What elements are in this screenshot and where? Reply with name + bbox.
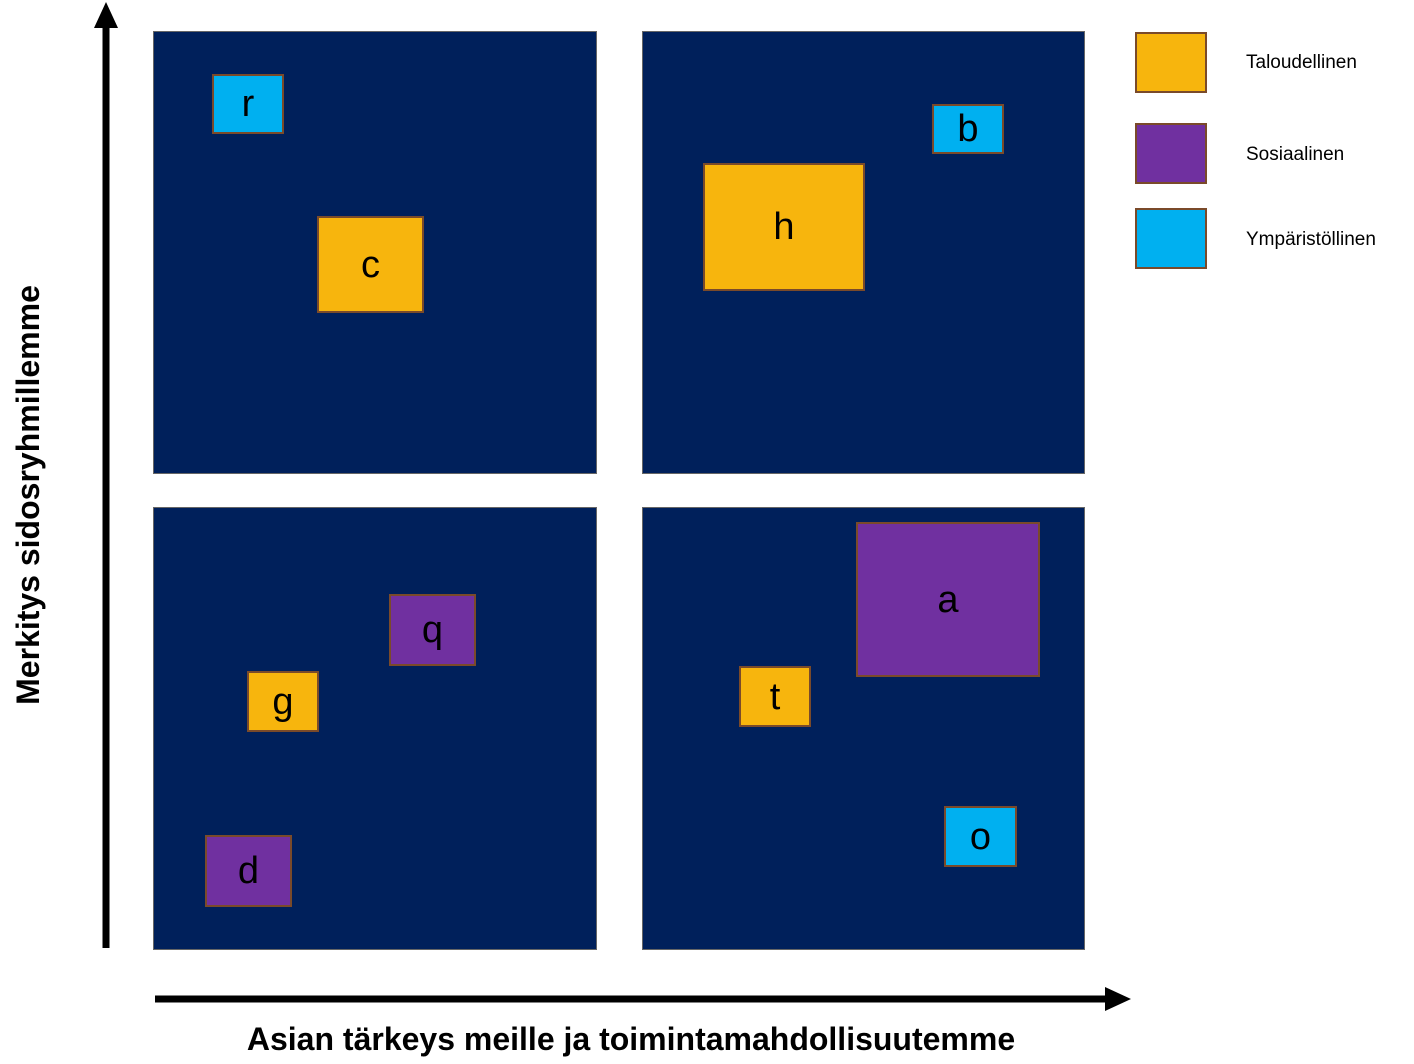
legend-swatch-ymparistollinen: [1135, 208, 1207, 269]
legend-label-ymparistollinen: Ympäristöllinen: [1246, 229, 1376, 250]
item-c: c: [317, 216, 424, 313]
item-label: t: [769, 675, 781, 718]
legend-label-sosiaalinen: Sosiaalinen: [1246, 144, 1345, 165]
y-axis-title: Merkitys sidosryhmillemme: [10, 285, 46, 705]
legend-swatch-sosiaalinen: [1135, 123, 1207, 184]
x-axis-title: Asian tärkeys meille ja toimintamahdolli…: [246, 1021, 1016, 1057]
item-r: r: [212, 74, 284, 134]
item-label: q: [421, 609, 444, 651]
item-label: h: [773, 206, 795, 248]
item-t: t: [739, 666, 811, 727]
item-h: h: [703, 163, 865, 291]
item-label: b: [957, 108, 979, 150]
item-d: d: [205, 835, 292, 907]
item-g: g: [247, 671, 319, 732]
item-a: a: [856, 522, 1040, 677]
y-axis-arrowhead: [94, 2, 118, 28]
item-label: d: [237, 850, 260, 892]
x-axis-arrowhead: [1105, 987, 1131, 1011]
item-o: o: [944, 806, 1017, 867]
item-label: r: [241, 83, 255, 125]
item-b: b: [932, 104, 1004, 154]
item-label: a: [937, 578, 959, 621]
item-label: g: [272, 680, 294, 723]
legend-swatch-taloudellinen: [1135, 32, 1207, 93]
item-label: c: [361, 243, 380, 286]
legend-label-taloudellinen: Taloudellinen: [1246, 52, 1357, 73]
item-label: o: [969, 815, 992, 858]
item-q: q: [389, 594, 476, 666]
